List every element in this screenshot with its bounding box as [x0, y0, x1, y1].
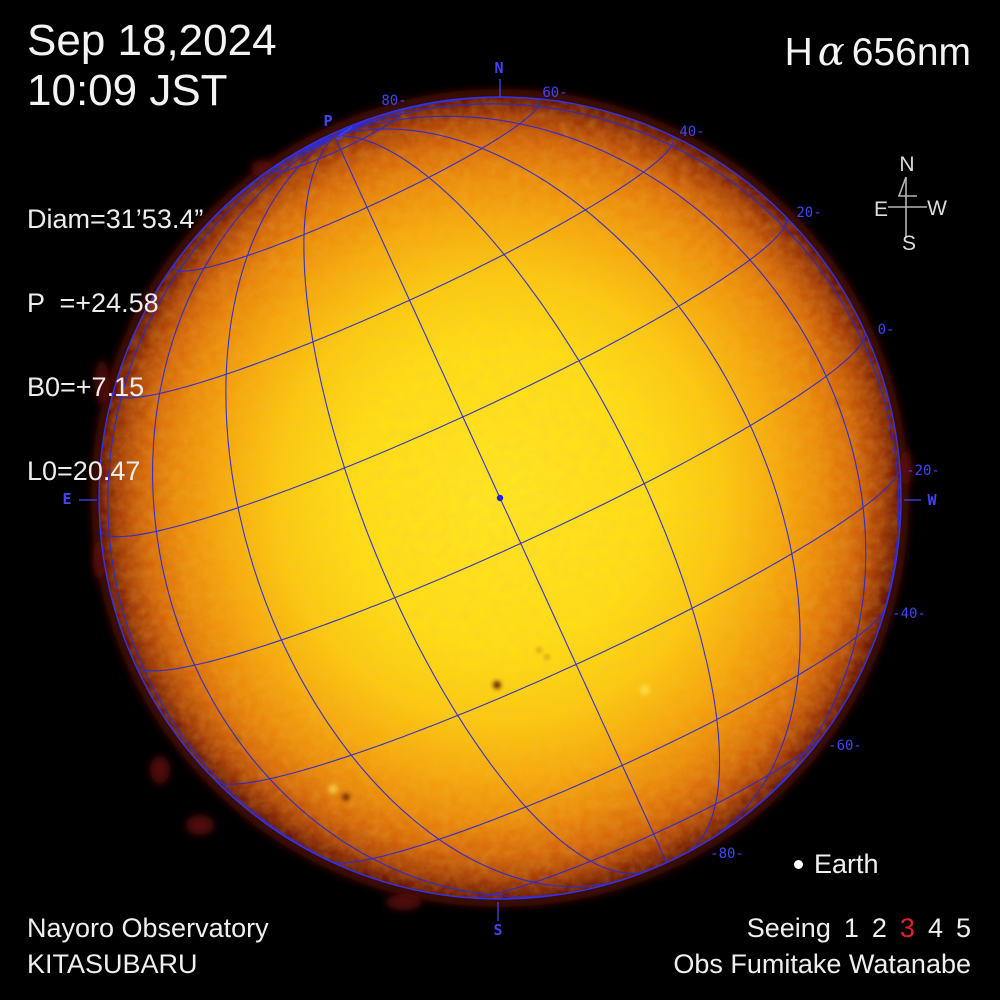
compass-east-label: E	[874, 198, 888, 221]
disk-center-dot	[496, 494, 504, 502]
limb-direction-label-w: W	[927, 491, 937, 509]
latitude-tick-label: -20-	[906, 463, 940, 479]
plage-region	[640, 685, 650, 695]
observation-datetime: Sep 18,2024 10:09 JST	[27, 16, 277, 116]
wavelength-prefix: H	[784, 31, 813, 74]
seeing-value-2: 2	[871, 913, 887, 943]
prominence	[186, 815, 214, 835]
limb-direction-label-e: E	[62, 490, 71, 508]
observatory-credit: Nayoro Observatory KITASUBARU	[27, 910, 269, 982]
prominence	[251, 160, 273, 176]
earth-size-reference: Earth	[794, 849, 879, 880]
wavelength-suffix: 656nm	[851, 31, 971, 74]
plage-region	[328, 784, 338, 794]
alpha-symbol: α	[817, 29, 845, 75]
ephemeris-diam: Diam=31’53.4”	[27, 204, 204, 234]
observation-date: Sep 18,2024	[27, 16, 277, 65]
latitude-tick-label: 20-	[796, 205, 821, 221]
seeing-value-1: 1	[843, 913, 859, 943]
latitude-tick-label: 80-	[381, 93, 406, 109]
compass-west-label: W	[927, 197, 947, 220]
sunspot	[342, 793, 350, 801]
latitude-tick-label: -80-	[710, 846, 744, 862]
sunspot	[544, 654, 550, 660]
prominence	[900, 450, 912, 486]
earth-scale-label: Earth	[814, 849, 879, 879]
prominence	[150, 756, 170, 784]
observation-time: 10:09 JST	[27, 66, 228, 115]
limb-direction-label-s: S	[493, 921, 502, 939]
prominence	[95, 360, 109, 404]
ephemeris-p-angle: P =+24.58	[27, 288, 159, 318]
seeing-value-5: 5	[955, 913, 971, 943]
seeing-label: Seeing	[746, 913, 831, 943]
observation-credits: Seeing 1 2 3 4 5 Obs Fumitake Watanabe	[673, 910, 971, 982]
sunspot	[536, 647, 542, 653]
sunspot	[493, 681, 501, 689]
observatory-name: Nayoro Observatory	[27, 913, 269, 943]
pole-arrowhead	[336, 135, 344, 140]
disk-annotation-layer: 80- 60-40-20-0--20--40--60--80-NSE WP	[62, 59, 939, 939]
compass-north-label: N	[899, 153, 914, 176]
latitude-tick-label: 60-	[542, 85, 567, 101]
ephemeris-block: Diam=31’53.4” P =+24.58 B0=+7.15 L0=20.4…	[27, 149, 203, 513]
seeing-scale: Seeing 1 2 3 4 5	[673, 910, 971, 946]
compass-line	[898, 176, 907, 197]
compass-south-label: S	[902, 232, 916, 255]
seeing-value-3: 3	[899, 913, 915, 943]
telescope-name: KITASUBARU	[27, 949, 198, 979]
earth-scale-dot	[794, 860, 803, 869]
latitude-tick-label: -60-	[828, 738, 862, 754]
latitude-tick-label: -40-	[892, 606, 926, 622]
prominence	[386, 894, 422, 910]
limb-direction-label-n: N	[494, 59, 503, 77]
observer-name: Obs Fumitake Watanabe	[673, 949, 971, 979]
latitude-tick-label: 0-	[878, 322, 895, 338]
compass-rose: NE WS	[874, 153, 947, 255]
pole-arrow	[338, 126, 353, 137]
latitude-tick-label: 40-	[679, 124, 704, 140]
seeing-value-4: 4	[927, 913, 943, 943]
ephemeris-b0: B0=+7.15	[27, 372, 145, 402]
pole-label: P	[323, 112, 332, 130]
ephemeris-l0: L0=20.47	[27, 456, 141, 486]
